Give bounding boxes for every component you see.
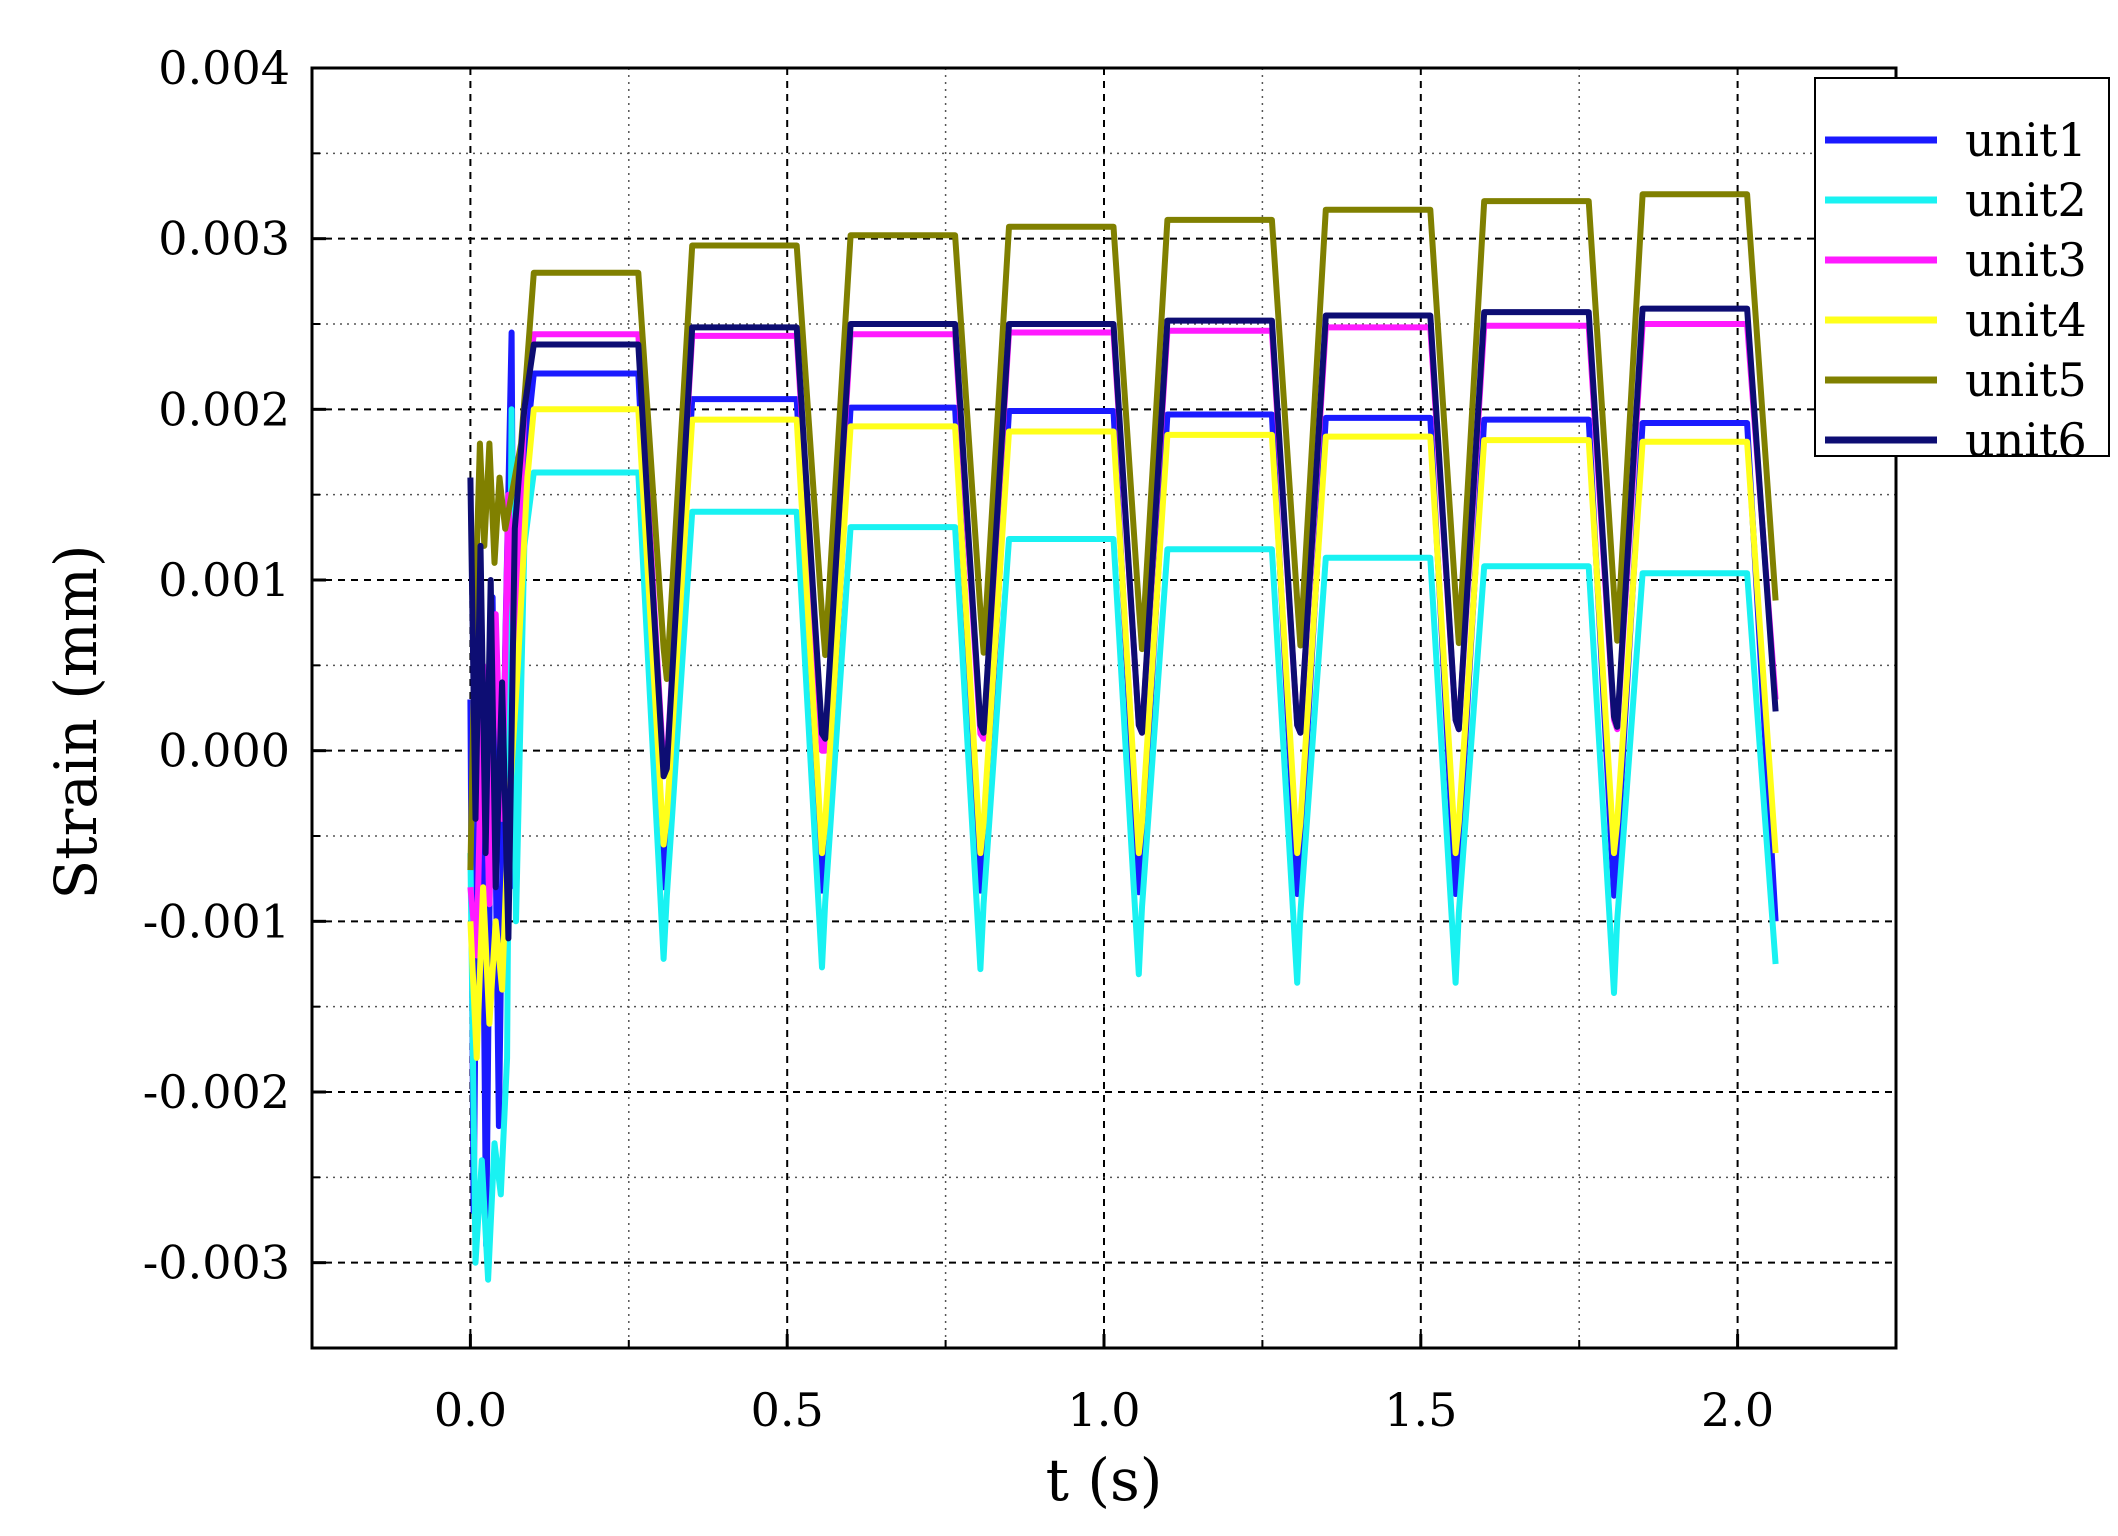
x-tick-label: 0.0 [434, 1383, 507, 1437]
y-tick-label: -0.002 [143, 1065, 290, 1119]
x-tick-label: 1.5 [1384, 1383, 1457, 1437]
y-tick-label: 0.004 [158, 41, 290, 95]
x-tick-label: 2.0 [1701, 1383, 1774, 1437]
series-line-unit5 [467, 191, 1779, 871]
legend-label-unit2: unit2 [1965, 173, 2087, 227]
legend-label-unit5: unit5 [1965, 353, 2087, 407]
series-line-unit6 [467, 305, 1779, 942]
legend: unit1 unit2 unit3 unit4 unit5 unit6 [1814, 77, 2110, 467]
series-lines [467, 191, 1779, 1283]
grid-lines [312, 67, 1896, 1348]
y-tick-label: 0.002 [158, 382, 290, 436]
y-tick-label: -0.001 [143, 894, 290, 948]
legend-label-unit4: unit4 [1965, 293, 2087, 347]
axis-ticks [312, 66, 1740, 1348]
legend-label-unit1: unit1 [1965, 113, 2087, 167]
y-tick-label: 0.003 [158, 212, 290, 266]
y-tick-label: 0.000 [158, 724, 290, 778]
series-line-unit2 [467, 406, 1779, 1283]
x-tick-label: 1.0 [1067, 1383, 1140, 1437]
y-tick-label: -0.003 [143, 1236, 290, 1290]
y-axis-title: Strain (mm) [42, 545, 110, 900]
x-axis-title: t (s) [1046, 1446, 1163, 1514]
legend-label-unit6: unit6 [1965, 413, 2087, 467]
x-tick-label: 0.5 [751, 1383, 824, 1437]
y-tick-label: 0.001 [158, 553, 290, 607]
tick-labels: 0.0 0.5 1.0 1.5 2.0 -0.003 -0.002 -0.001 0.000 0.… [143, 41, 1774, 1437]
legend-label-unit3: unit3 [1965, 233, 2087, 287]
